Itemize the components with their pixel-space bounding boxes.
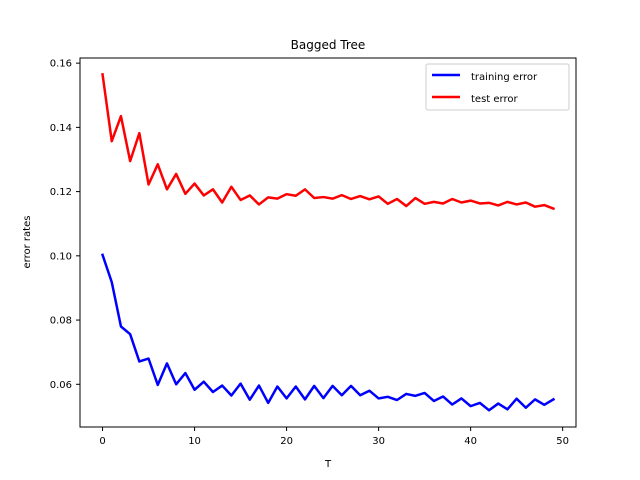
y-tick-label: 0.10 <box>50 251 72 262</box>
legend: training error test error <box>425 63 570 111</box>
x-tick-label: 40 <box>464 436 477 447</box>
plot-frame <box>79 57 577 428</box>
x-tick-label: 50 <box>556 436 569 447</box>
y-tick-label: 0.08 <box>50 316 72 327</box>
plot-area <box>80 58 576 427</box>
chart-title: Bagged Tree <box>291 38 366 52</box>
legend-label-test-error: test error <box>471 94 518 105</box>
series-line-test-error <box>101 72 556 211</box>
series-layer <box>100 72 556 412</box>
x-axis-label: T <box>324 459 332 470</box>
y-tick-label: 0.06 <box>50 380 72 391</box>
x-tick-label: 0 <box>99 436 105 447</box>
y-axis: 0.06 0.08 0.10 0.12 0.14 0.16 <box>50 59 80 391</box>
series-line-training-error <box>100 253 556 412</box>
x-tick-label: 10 <box>188 436 201 447</box>
legend-box <box>425 63 570 111</box>
y-tick-label: 0.12 <box>50 187 72 198</box>
legend-label-training-error: training error <box>471 72 538 83</box>
x-axis: 0 10 20 30 40 50 <box>99 427 569 447</box>
x-tick-label: 20 <box>280 436 293 447</box>
y-axis-label: error rates <box>22 216 33 269</box>
x-tick-label: 30 <box>372 436 385 447</box>
y-tick-label: 0.16 <box>50 59 72 70</box>
y-tick-label: 0.14 <box>50 123 72 134</box>
